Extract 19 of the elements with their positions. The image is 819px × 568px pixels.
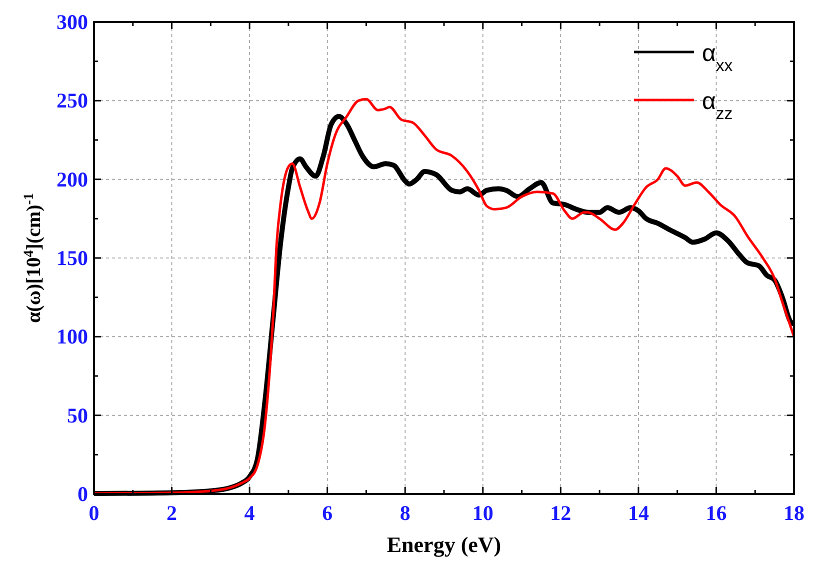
legend-label: α$_{xx}$ [702,40,734,74]
y-tick-label: 300 [56,10,88,34]
y-tick-label: 200 [56,167,88,192]
x-tick-label: 2 [166,501,178,525]
x-axis-title: Energy (eV) [386,532,502,557]
y-tick-label: 150 [56,246,88,270]
x-tick-label: 4 [244,501,256,525]
x-tick-label: 14 [628,501,650,525]
y-tick-label: 100 [56,324,88,349]
y-tick-label: 50 [67,403,88,428]
y-tick-label: 0 [78,482,88,506]
x-tick-label: 18 [784,501,804,525]
y-tick-label: 250 [56,88,88,113]
x-tick-label: 12 [550,501,572,525]
x-tick-label: 16 [706,501,727,525]
x-tick-label: 6 [322,501,333,525]
x-tick-label: 8 [400,501,410,525]
legend-label: α$_{zz}$ [702,88,733,122]
x-tick-label: 10 [472,501,494,525]
